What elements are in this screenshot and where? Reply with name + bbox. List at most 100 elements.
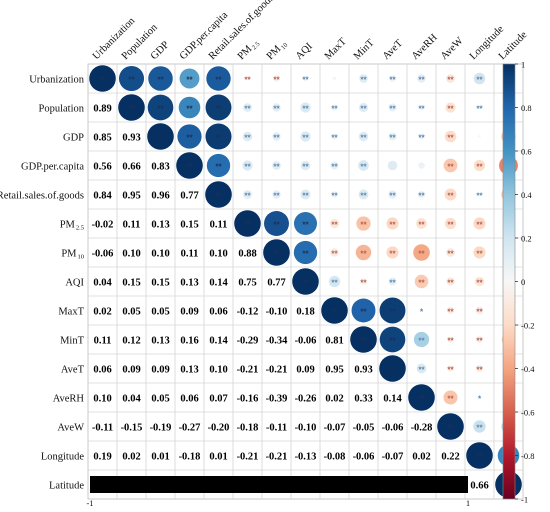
correlation-circle [418, 104, 425, 111]
correlation-value: -0.06 [295, 336, 317, 347]
significance-marker: ** [447, 105, 454, 114]
significance-marker: ** [157, 76, 164, 85]
correlation-circle [418, 133, 425, 140]
correlation-value: 0.10 [209, 365, 227, 376]
significance-marker: ** [157, 134, 164, 143]
significance-marker: ** [389, 192, 396, 201]
correlation-value: 0.12 [122, 336, 140, 347]
row-label-gdp-per-capita: GDP.per.capita [21, 162, 84, 173]
correlation-value: 0.84 [93, 191, 112, 202]
correlation-value: 0.06 [209, 307, 227, 318]
significance-marker: ** [302, 192, 309, 201]
row-label-mint: MinT [60, 336, 85, 347]
significance-marker: ** [186, 76, 193, 85]
significance-marker: ** [331, 163, 338, 172]
significance-marker: ** [360, 163, 367, 172]
significance-marker: ** [476, 424, 483, 433]
correlation-value: 0.10 [151, 249, 169, 260]
correlation-circle [205, 94, 232, 121]
correlation-value: 0.09 [151, 365, 169, 376]
significance-marker: * [420, 308, 424, 317]
correlation-circle [358, 131, 369, 142]
correlation-circle [331, 133, 338, 140]
correlation-circle [474, 276, 485, 287]
colorbar-tick-label: -0.2 [521, 321, 534, 331]
significance-marker: ** [273, 105, 280, 114]
significance-marker: ** [476, 337, 483, 346]
correlation-value: -0.21 [237, 452, 259, 463]
correlation-circle [416, 363, 427, 374]
correlation-circle [329, 218, 340, 229]
significance-marker: ** [273, 134, 280, 143]
significance-marker: ** [331, 134, 338, 143]
correlation-circle [379, 297, 406, 324]
significance-marker: ** [331, 192, 338, 201]
correlation-value: -0.39 [266, 394, 288, 405]
row-label-averh: AveRH [53, 394, 85, 405]
correlation-circle [242, 160, 253, 171]
correlation-circle [300, 160, 311, 171]
correlation-value: 0.09 [180, 307, 198, 318]
correlation-circle [388, 277, 397, 286]
correlation-circle [272, 190, 281, 199]
correlation-circle [300, 102, 311, 113]
correlation-circle [118, 65, 145, 92]
correlation-circle [89, 65, 116, 92]
correlation-value: 0.13 [180, 278, 198, 289]
significance-marker: ** [447, 250, 454, 259]
significance-marker: ** [447, 192, 454, 201]
correlation-value: 0.11 [123, 220, 141, 231]
correlation-circle [243, 103, 252, 112]
correlation-circle [356, 216, 371, 231]
correlation-value: 0.05 [122, 307, 140, 318]
correlation-value: 0.10 [122, 249, 140, 260]
correlation-circle [478, 135, 481, 138]
correlation-circle [446, 277, 455, 286]
significance-marker: ** [99, 76, 106, 85]
correlation-value: -0.21 [266, 365, 288, 376]
row-label-pm2-5: PM2.5 [60, 220, 84, 232]
colorbar-tick-label: 1 [521, 60, 525, 70]
correlation-value: -0.10 [295, 423, 317, 434]
correlation-value: -0.21 [266, 452, 288, 463]
significance-marker: ** [476, 192, 483, 201]
correlation-value: -0.07 [324, 423, 346, 434]
correlation-value: 0.93 [354, 365, 372, 376]
significance-marker: ** [389, 134, 396, 143]
correlation-circle [328, 275, 341, 288]
correlation-value: 0.04 [122, 394, 141, 405]
correlation-value: 0.15 [122, 278, 140, 289]
correlation-value: 0.13 [151, 220, 169, 231]
significance-marker: ** [331, 308, 338, 317]
correlation-circle [443, 390, 458, 405]
correlation-value: 0.09 [296, 365, 314, 376]
correlation-value: 0.95 [122, 191, 140, 202]
correlation-circle [331, 104, 338, 111]
correlation-circle [359, 74, 368, 83]
significance-marker: ** [476, 76, 483, 85]
correlation-circle [444, 130, 457, 143]
correlation-circle [148, 66, 173, 91]
correlation-circle [205, 123, 232, 150]
correlation-value: 0.11 [181, 249, 199, 260]
significance-marker: ** [331, 221, 338, 230]
correlation-value: 0.13 [151, 336, 169, 347]
significance-marker: ** [476, 221, 483, 230]
correlation-circle [466, 442, 493, 469]
correlation-value: 0.85 [93, 133, 111, 144]
significance-marker: ** [331, 250, 338, 259]
correlation-value: -0.05 [353, 423, 375, 434]
correlation-value: 0.06 [93, 365, 111, 376]
correlation-circle [379, 326, 406, 353]
correlation-circle [273, 75, 280, 82]
significance-marker: ** [476, 163, 483, 172]
correlation-value: 0.05 [151, 307, 169, 318]
significance-marker: ** [186, 134, 193, 143]
correlation-circle [437, 413, 464, 440]
correlation-circle [419, 308, 424, 313]
correlation-value: 0.05 [151, 394, 169, 405]
significance-marker: ** [302, 105, 309, 114]
correlation-value: 0.06 [180, 394, 198, 405]
correlation-value: -0.21 [237, 365, 259, 376]
column-label-mint: MinT [352, 37, 377, 62]
